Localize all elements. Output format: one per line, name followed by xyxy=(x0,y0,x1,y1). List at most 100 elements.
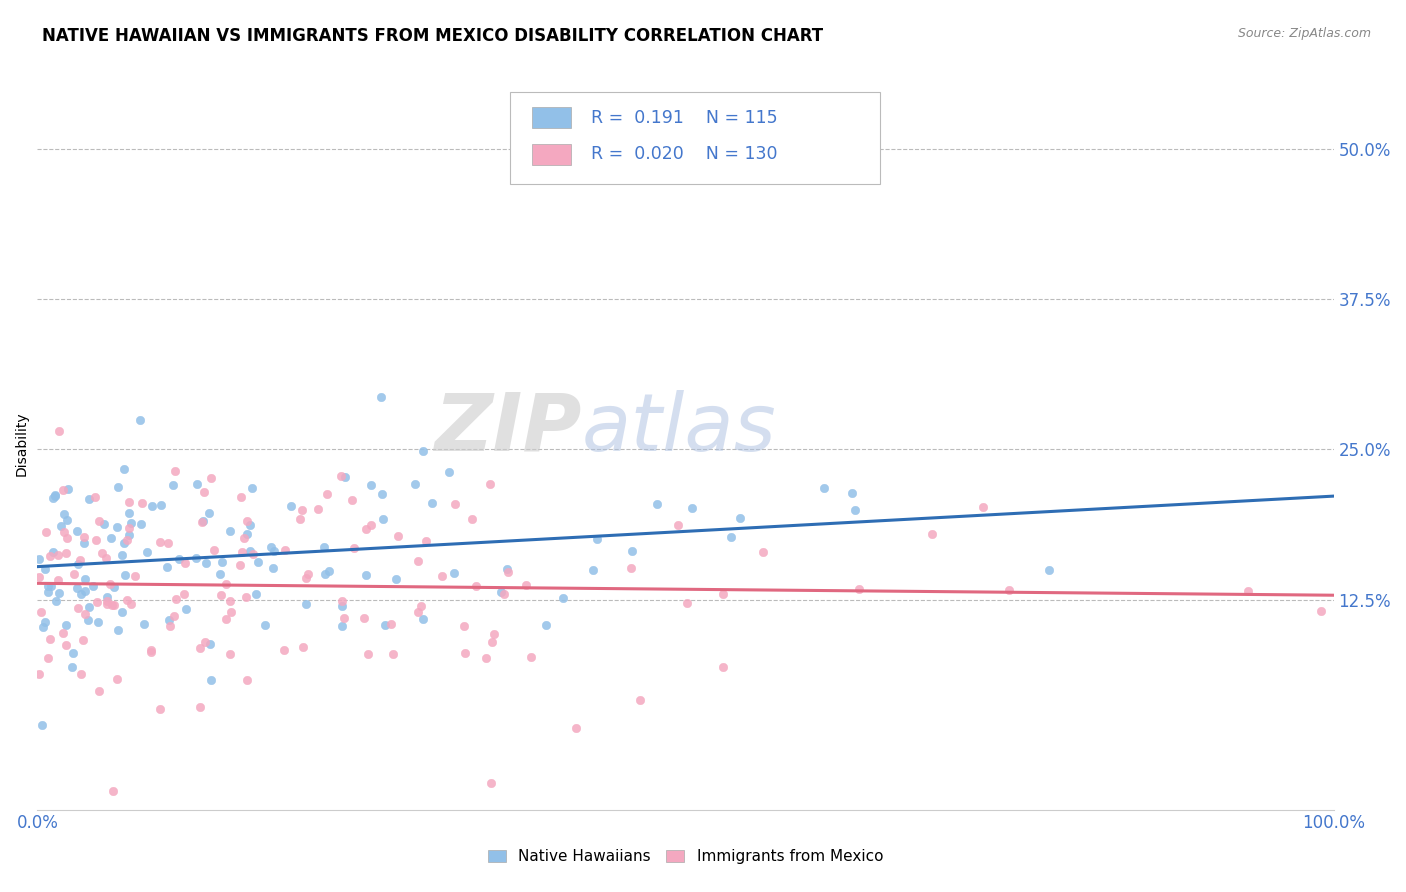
Point xyxy=(621,544,644,558)
Point xyxy=(645,497,668,511)
Point xyxy=(188,699,211,714)
Point xyxy=(415,533,437,548)
Point xyxy=(124,569,146,583)
Point xyxy=(118,521,141,535)
Point xyxy=(135,544,157,558)
Point xyxy=(107,480,129,494)
Point xyxy=(291,503,314,517)
Point xyxy=(354,522,377,536)
Point xyxy=(254,618,277,632)
Point xyxy=(72,633,94,648)
Point xyxy=(70,587,93,601)
Point xyxy=(118,528,141,542)
Point xyxy=(288,512,311,526)
Point xyxy=(96,594,118,608)
Point xyxy=(332,599,354,614)
Point xyxy=(219,594,242,608)
Point xyxy=(60,659,83,673)
Point xyxy=(193,484,215,499)
Point xyxy=(46,548,69,562)
Point xyxy=(315,486,337,500)
Point xyxy=(215,611,238,625)
Point xyxy=(112,536,135,550)
Point xyxy=(371,512,394,526)
Point xyxy=(465,579,488,593)
Point xyxy=(360,518,382,533)
Point xyxy=(52,508,75,522)
Point xyxy=(314,567,336,582)
Point xyxy=(208,567,231,582)
Point xyxy=(260,540,283,554)
Point xyxy=(360,478,382,492)
Point xyxy=(536,618,558,632)
Point xyxy=(96,597,118,611)
Point xyxy=(115,533,138,547)
Point xyxy=(263,544,285,558)
Point xyxy=(292,640,315,655)
Point xyxy=(675,596,697,610)
Point xyxy=(55,531,77,545)
Point xyxy=(42,544,65,558)
FancyBboxPatch shape xyxy=(533,107,571,128)
Point xyxy=(474,651,496,665)
Point xyxy=(841,486,863,500)
Point xyxy=(728,511,751,525)
Point xyxy=(998,583,1021,598)
Point xyxy=(89,684,111,698)
Point xyxy=(66,600,89,615)
Point xyxy=(56,483,79,497)
Point xyxy=(231,545,253,559)
Point xyxy=(30,605,52,619)
Point xyxy=(114,567,136,582)
Point xyxy=(813,481,835,495)
Point xyxy=(262,561,284,575)
Point xyxy=(620,560,643,574)
Point xyxy=(66,581,89,595)
Text: atlas: atlas xyxy=(582,390,776,467)
Point xyxy=(100,599,122,613)
Point xyxy=(173,587,195,601)
Point xyxy=(412,443,434,458)
Point xyxy=(174,556,197,570)
Point xyxy=(202,543,225,558)
Point xyxy=(66,524,89,538)
Point xyxy=(159,619,181,633)
Point xyxy=(93,516,115,531)
Point xyxy=(333,470,356,484)
Point xyxy=(236,673,259,687)
Point xyxy=(51,519,73,533)
Point xyxy=(354,567,377,582)
Point xyxy=(218,524,240,538)
Point xyxy=(387,529,409,543)
Point xyxy=(666,518,689,533)
Point xyxy=(103,598,125,612)
Point xyxy=(55,618,77,632)
Point xyxy=(307,502,329,516)
Point xyxy=(44,488,66,502)
Point xyxy=(194,556,217,570)
Point xyxy=(34,524,56,539)
Point xyxy=(247,555,270,569)
Point xyxy=(229,558,252,572)
Point xyxy=(132,616,155,631)
FancyBboxPatch shape xyxy=(533,145,571,164)
Point xyxy=(370,390,392,404)
Point xyxy=(520,650,543,665)
Point xyxy=(73,536,96,550)
Point xyxy=(382,647,405,661)
Point xyxy=(73,572,96,586)
Point xyxy=(48,424,70,438)
Point xyxy=(711,660,734,674)
Point xyxy=(63,567,86,582)
Point xyxy=(454,647,477,661)
Text: Source: ZipAtlas.com: Source: ZipAtlas.com xyxy=(1237,27,1371,40)
Point xyxy=(82,579,104,593)
Point xyxy=(28,570,51,584)
Point xyxy=(72,530,94,544)
Point xyxy=(295,598,318,612)
Point xyxy=(551,591,574,605)
Point xyxy=(191,515,214,529)
Point xyxy=(380,617,402,632)
Point xyxy=(114,462,136,476)
Point xyxy=(330,619,353,633)
